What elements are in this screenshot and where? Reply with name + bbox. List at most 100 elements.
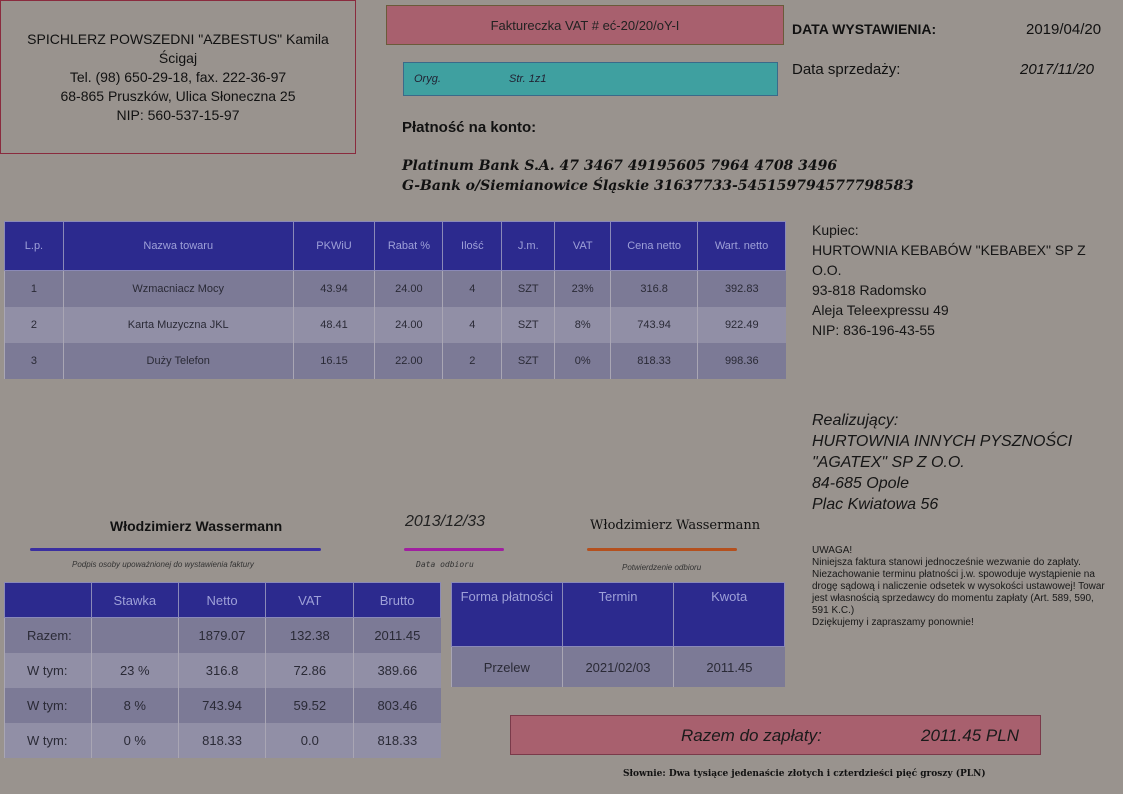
notice-block: UWAGA! Niniejsza faktura stanowi jednocz… <box>812 545 1112 629</box>
payment-title: Płatność na konto: <box>402 119 537 136</box>
issuer-signature-name: Włodzimierz Wassermann <box>110 518 283 534</box>
cell: 16.15 <box>292 343 375 379</box>
receipt-date: 2013/12/33 <box>405 513 486 530</box>
cell: 23 % <box>90 653 179 688</box>
cell: 922.49 <box>697 307 786 343</box>
notice-body: Niniejsza faktura stanowi jednocześnie w… <box>812 557 1105 616</box>
bank-account-1: Platinum Bank S.A. 47 3467 49195605 7964… <box>402 158 838 174</box>
cell: SZT <box>501 343 555 379</box>
notice-thanks: Dziękujemy i zapraszamy ponownie! <box>812 617 974 628</box>
cell: 818.33 <box>353 723 441 758</box>
seller-name: SPICHLERZ POWSZEDNI "AZBESTUS" Kamila Śc… <box>27 30 329 66</box>
table-row: Razem: 1879.07 132.38 2011.45 <box>4 617 441 653</box>
cell: SZT <box>501 307 555 343</box>
amount-in-words: Słownie: Dwa tysiące jedenaście złotych … <box>623 769 986 779</box>
cell: 23% <box>554 270 611 307</box>
cell: 743.94 <box>610 307 698 343</box>
col-header-net-value: Wart. netto <box>697 221 786 271</box>
sale-date-label: Data sprzedaży: <box>792 61 901 78</box>
issuer-signature-caption: Podpis osoby upoważnionej do wystawienia… <box>72 560 254 569</box>
table-row: W tym: 0 % 818.33 0.0 818.33 <box>4 723 441 758</box>
cell: 59.52 <box>265 688 354 723</box>
total-label: Razem do zapłaty: <box>681 726 822 745</box>
cell: 316.8 <box>610 270 698 307</box>
invoice-title: Faktureczka VAT # eć-20/20/oY-I <box>490 17 680 33</box>
cell: 0% <box>554 343 611 379</box>
table-row: Przelew 2021/02/03 2011.45 <box>451 646 785 687</box>
cell: 2021/02/03 <box>561 646 674 687</box>
total-box: Razem do zapłaty: 2011.45 PLN <box>510 715 1041 755</box>
cell: Duży Telefon <box>62 343 294 379</box>
col-header-discount: Rabat % <box>374 221 444 271</box>
total-value: 2011.45 PLN <box>921 726 1019 745</box>
receipt-date-line <box>404 548 504 551</box>
receiver-signature-line <box>587 548 737 551</box>
buyer-label: Kupiec: <box>812 222 859 238</box>
cell: 24.00 <box>374 307 443 343</box>
cell: 4 <box>442 307 502 343</box>
buyer-city: 93-818 Radomsko <box>812 282 927 298</box>
cell: 1 <box>4 270 64 307</box>
seller-box: SPICHLERZ POWSZEDNI "AZBESTUS" Kamila Śc… <box>0 0 356 154</box>
sale-date-value: 2017/11/20 <box>1020 61 1094 78</box>
cell: 0.0 <box>265 723 354 758</box>
cell: 3 <box>4 343 64 379</box>
table-row: 3 Duży Telefon 16.15 22.00 2 SZT 0% 818.… <box>4 343 786 379</box>
summary-header-gross: Brutto <box>353 582 441 618</box>
cell: SZT <box>501 270 555 307</box>
payment-header-row: Forma płatności Termin Kwota <box>451 582 785 647</box>
summary-header-vat: VAT <box>265 582 355 618</box>
issue-date-value: 2019/04/20 <box>1026 21 1102 38</box>
col-header-unit: J.m. <box>501 221 556 271</box>
col-header-vat: VAT <box>554 221 612 271</box>
cell: 2011.45 <box>673 646 785 687</box>
cell: 24.00 <box>374 270 443 307</box>
table-row: 2 Karta Muzyczna JKL 48.41 24.00 4 SZT 8… <box>4 307 786 343</box>
issue-date-label: DATA WYSTAWIENIA: <box>792 21 937 37</box>
seller-phone: Tel. (98) 650-29-18, fax. 222-36-97 <box>69 68 287 85</box>
cell: 43.94 <box>292 270 375 307</box>
realizer-label: Realizujący: <box>812 412 899 429</box>
cell: Przelew <box>451 646 563 687</box>
buyer-street: Aleja Teleexpressu 49 <box>812 302 949 318</box>
cell: 392.83 <box>697 270 786 307</box>
buyer-nip: NIP: 836-196-43-55 <box>812 322 935 338</box>
invoice-title-box: Faktureczka VAT # eć-20/20/oY-I <box>386 5 784 45</box>
payment-header-amount: Kwota <box>673 582 785 647</box>
cell: W tym: <box>4 723 92 758</box>
realizer-name-1: HURTOWNIA INNYCH PYSZNOŚCI <box>812 433 1073 450</box>
bank-account-2: G-Bank o/Siemianowice Śląskie 31637733-5… <box>402 178 914 194</box>
cell: Karta Muzyczna JKL <box>62 307 294 343</box>
seller-address: 68-865 Pruszków, Ulica Słoneczna 25 <box>60 87 296 104</box>
summary-header-net: Netto <box>177 582 267 618</box>
table-row: 1 Wzmacniacz Mocy 43.94 24.00 4 SZT 23% … <box>4 270 786 307</box>
cell: 389.66 <box>353 653 441 688</box>
col-header-lp: L.p. <box>4 221 64 271</box>
copy-box: Oryg. Str. 1z1 <box>403 62 778 96</box>
items-header-row: L.p. Nazwa towaru PKWiU Rabat % Ilość J.… <box>4 221 786 271</box>
realizer-block: Realizujący: HURTOWNIA INNYCH PYSZNOŚCI … <box>812 410 1112 515</box>
summary-header-blank <box>4 582 92 618</box>
cell: 8% <box>554 307 611 343</box>
summary-header-rate: Stawka <box>90 582 179 618</box>
vat-summary-table: Stawka Netto VAT Brutto Razem: 1879.07 1… <box>4 582 441 758</box>
cell: 0 % <box>90 723 179 758</box>
cell: 803.46 <box>353 688 441 723</box>
cell <box>90 617 179 653</box>
items-table: L.p. Nazwa towaru PKWiU Rabat % Ilość J.… <box>4 221 786 379</box>
cell: W tym: <box>4 688 92 723</box>
cell: Wzmacniacz Mocy <box>62 270 294 307</box>
buyer-name: HURTOWNIA KEBABÓW "KEBABEX" SP Z O.O. <box>812 242 1086 278</box>
payment-header-term: Termin <box>561 582 675 647</box>
page-label: Str. 1z1 <box>509 73 547 85</box>
cell: 2 <box>442 343 502 379</box>
payment-form-table: Forma płatności Termin Kwota Przelew 202… <box>451 582 785 687</box>
col-header-name: Nazwa towaru <box>62 221 294 271</box>
cell: 48.41 <box>292 307 375 343</box>
realizer-city: 84-685 Opole <box>812 475 909 492</box>
cell: 998.36 <box>697 343 786 379</box>
cell: 8 % <box>90 688 179 723</box>
cell: 818.33 <box>610 343 698 379</box>
issuer-signature-line <box>30 548 321 551</box>
cell: 132.38 <box>265 617 354 653</box>
